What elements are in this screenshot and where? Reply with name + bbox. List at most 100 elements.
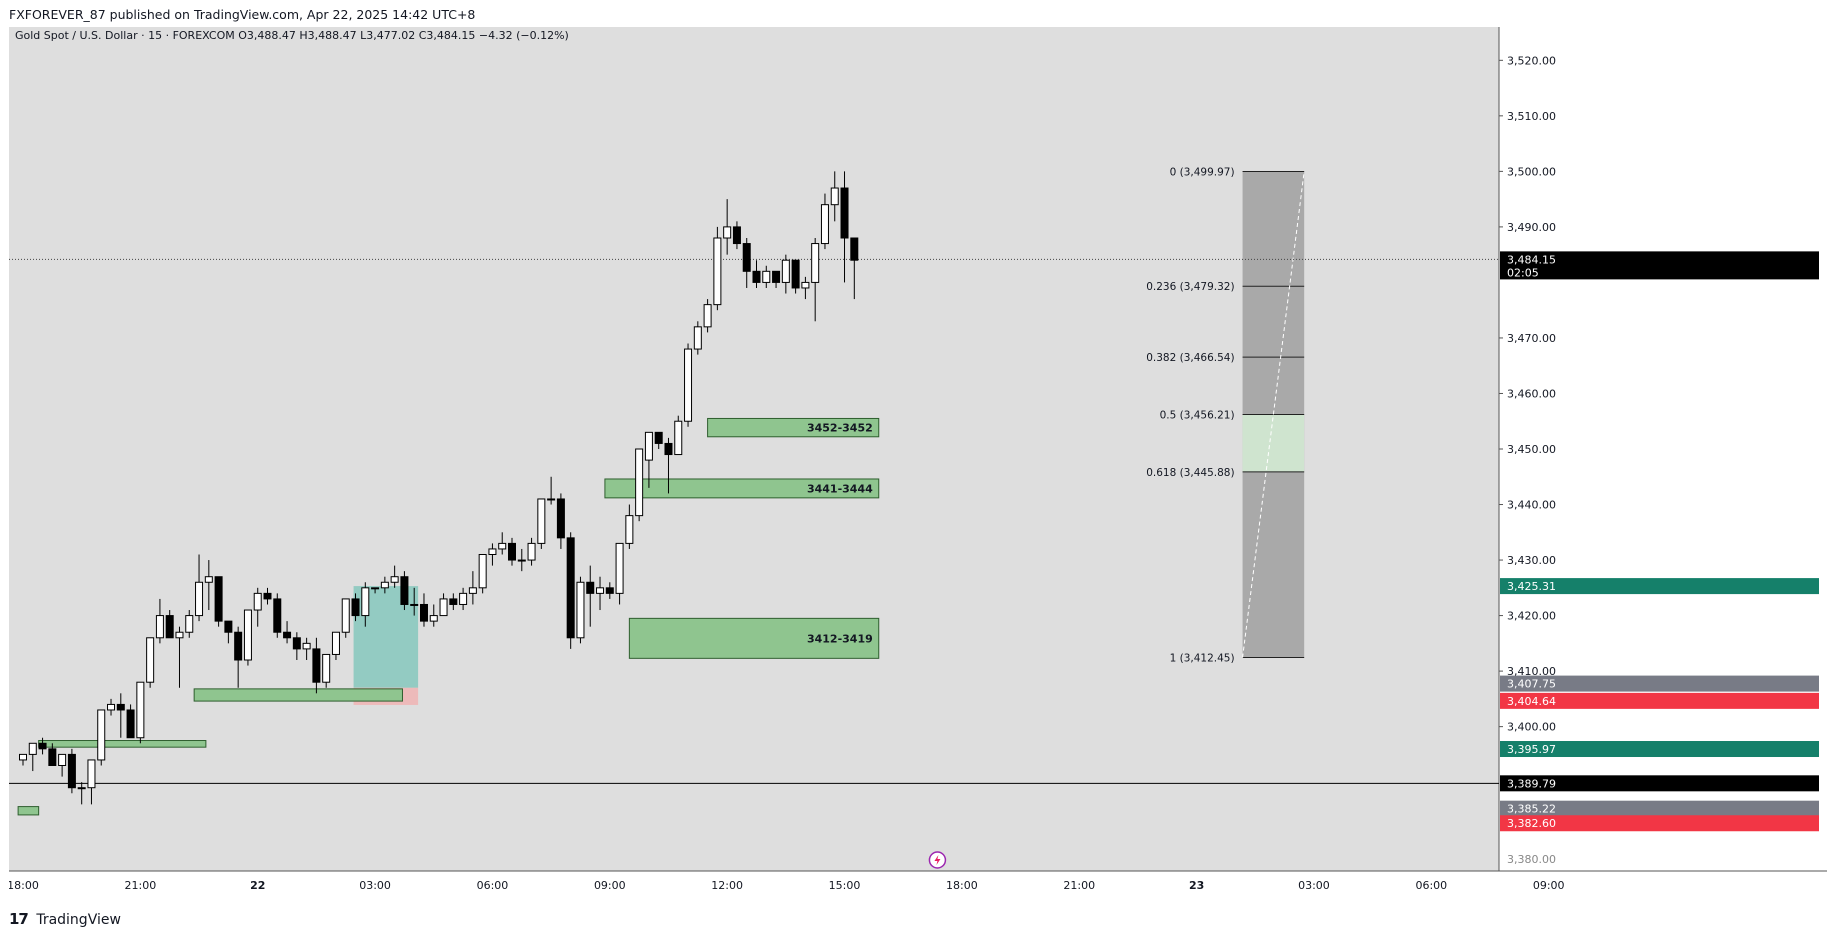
candle xyxy=(850,237,859,300)
time-axis xyxy=(9,871,1827,904)
price-label-box xyxy=(1500,815,1819,832)
candle xyxy=(635,448,644,522)
candle xyxy=(693,321,702,355)
candle-body xyxy=(243,609,252,661)
x-tick-label: 03:00 xyxy=(1298,879,1330,892)
candle xyxy=(459,587,468,611)
candle-body xyxy=(107,703,116,711)
candle xyxy=(703,299,712,333)
candle-body xyxy=(488,548,497,556)
candle-body xyxy=(820,204,829,245)
candle-body xyxy=(38,742,47,750)
candle-body xyxy=(390,576,399,583)
price-label-text: 3,425.31 xyxy=(1507,580,1556,593)
candle xyxy=(762,265,771,288)
candle xyxy=(752,260,761,288)
candle-body xyxy=(537,498,546,544)
price-label-text: 3,389.79 xyxy=(1507,777,1556,790)
candle xyxy=(840,171,849,283)
candle xyxy=(820,193,829,250)
candle-body xyxy=(850,237,859,261)
candle xyxy=(136,681,145,744)
candle xyxy=(576,576,585,644)
candle-body xyxy=(380,581,389,589)
candle-body xyxy=(283,631,292,639)
price-chart[interactable]: Gold Spot / U.S. Dollar · 15 · FOREXCOM … xyxy=(9,27,1827,904)
zone-label: 3452-3452 xyxy=(807,422,873,435)
candle xyxy=(586,565,595,627)
price-label-text: 3,382.60 xyxy=(1507,817,1556,830)
candle-body xyxy=(527,542,536,561)
publish-header: FXFOREVER_87 published on TradingView.co… xyxy=(0,0,1835,26)
candle-body xyxy=(351,598,360,617)
zone-box xyxy=(38,740,207,748)
candle xyxy=(732,221,741,250)
candle xyxy=(478,554,487,594)
candle xyxy=(48,743,57,766)
y-tick-label: 3,460.00 xyxy=(1507,387,1556,400)
y-tick-label: 3,420.00 xyxy=(1507,610,1556,623)
y-tick-label: 3,510.00 xyxy=(1507,110,1556,123)
x-tick-label: 15:00 xyxy=(829,879,861,892)
candle xyxy=(772,270,781,288)
candle-body xyxy=(253,592,262,611)
candle xyxy=(723,199,732,255)
candle-body xyxy=(801,281,810,289)
x-tick-label: 23 xyxy=(1189,879,1204,892)
candle-body xyxy=(566,537,575,639)
candle xyxy=(97,709,106,766)
candle-body xyxy=(371,587,380,590)
candle-body xyxy=(596,587,605,594)
candle xyxy=(165,610,174,639)
candle xyxy=(537,498,546,549)
candle-body xyxy=(635,448,644,517)
candle-body xyxy=(772,270,781,283)
candle xyxy=(713,226,722,311)
candle-body xyxy=(723,226,732,239)
candle xyxy=(781,254,790,294)
candle-body xyxy=(449,598,458,605)
candle-body xyxy=(830,187,839,206)
candle xyxy=(146,637,155,688)
x-tick-label: 21:00 xyxy=(125,879,157,892)
price-label-box xyxy=(1500,251,1819,280)
candle-body xyxy=(67,753,76,789)
fib-level-label: 0.382 (3,466.54) xyxy=(1146,352,1234,364)
candle xyxy=(674,415,683,456)
zone-box xyxy=(628,617,880,659)
zone-box xyxy=(193,688,403,702)
candle xyxy=(566,532,575,649)
x-tick-label: 06:00 xyxy=(477,879,509,892)
x-tick-label: 12:00 xyxy=(711,879,743,892)
candle xyxy=(351,593,360,622)
candle xyxy=(204,560,213,611)
candle-body xyxy=(126,709,135,739)
price-label-text: 3,407.75 xyxy=(1507,678,1556,691)
price-label-box xyxy=(1500,800,1819,817)
price-label-box xyxy=(1500,775,1819,792)
fib-level-label: 0.5 (3,456.21) xyxy=(1160,410,1235,422)
candle-body xyxy=(586,581,595,594)
candle-body xyxy=(654,431,663,444)
candle xyxy=(185,610,194,638)
candle xyxy=(380,576,389,594)
y-tick-label: 3,500.00 xyxy=(1507,165,1556,178)
candle-body xyxy=(273,598,282,633)
candle-body xyxy=(556,498,565,539)
x-tick-label: 09:00 xyxy=(594,879,626,892)
candle-body xyxy=(302,642,311,650)
candle xyxy=(801,276,810,300)
candle-body xyxy=(136,681,145,739)
candle xyxy=(625,504,634,549)
lightning-glyph xyxy=(934,855,941,865)
x-tick-label: 09:00 xyxy=(1533,879,1565,892)
fib-level-label: 0 (3,499.97) xyxy=(1170,167,1235,179)
candle xyxy=(556,493,565,549)
candle-body xyxy=(214,576,223,622)
fib-level-label: 0.236 (3,479.32) xyxy=(1146,281,1234,293)
footer-brand[interactable]: TradingView xyxy=(36,912,121,928)
candle xyxy=(615,542,624,605)
candle-body xyxy=(468,587,477,594)
price-label-text: 3,404.64 xyxy=(1507,695,1556,708)
candle xyxy=(116,693,125,738)
